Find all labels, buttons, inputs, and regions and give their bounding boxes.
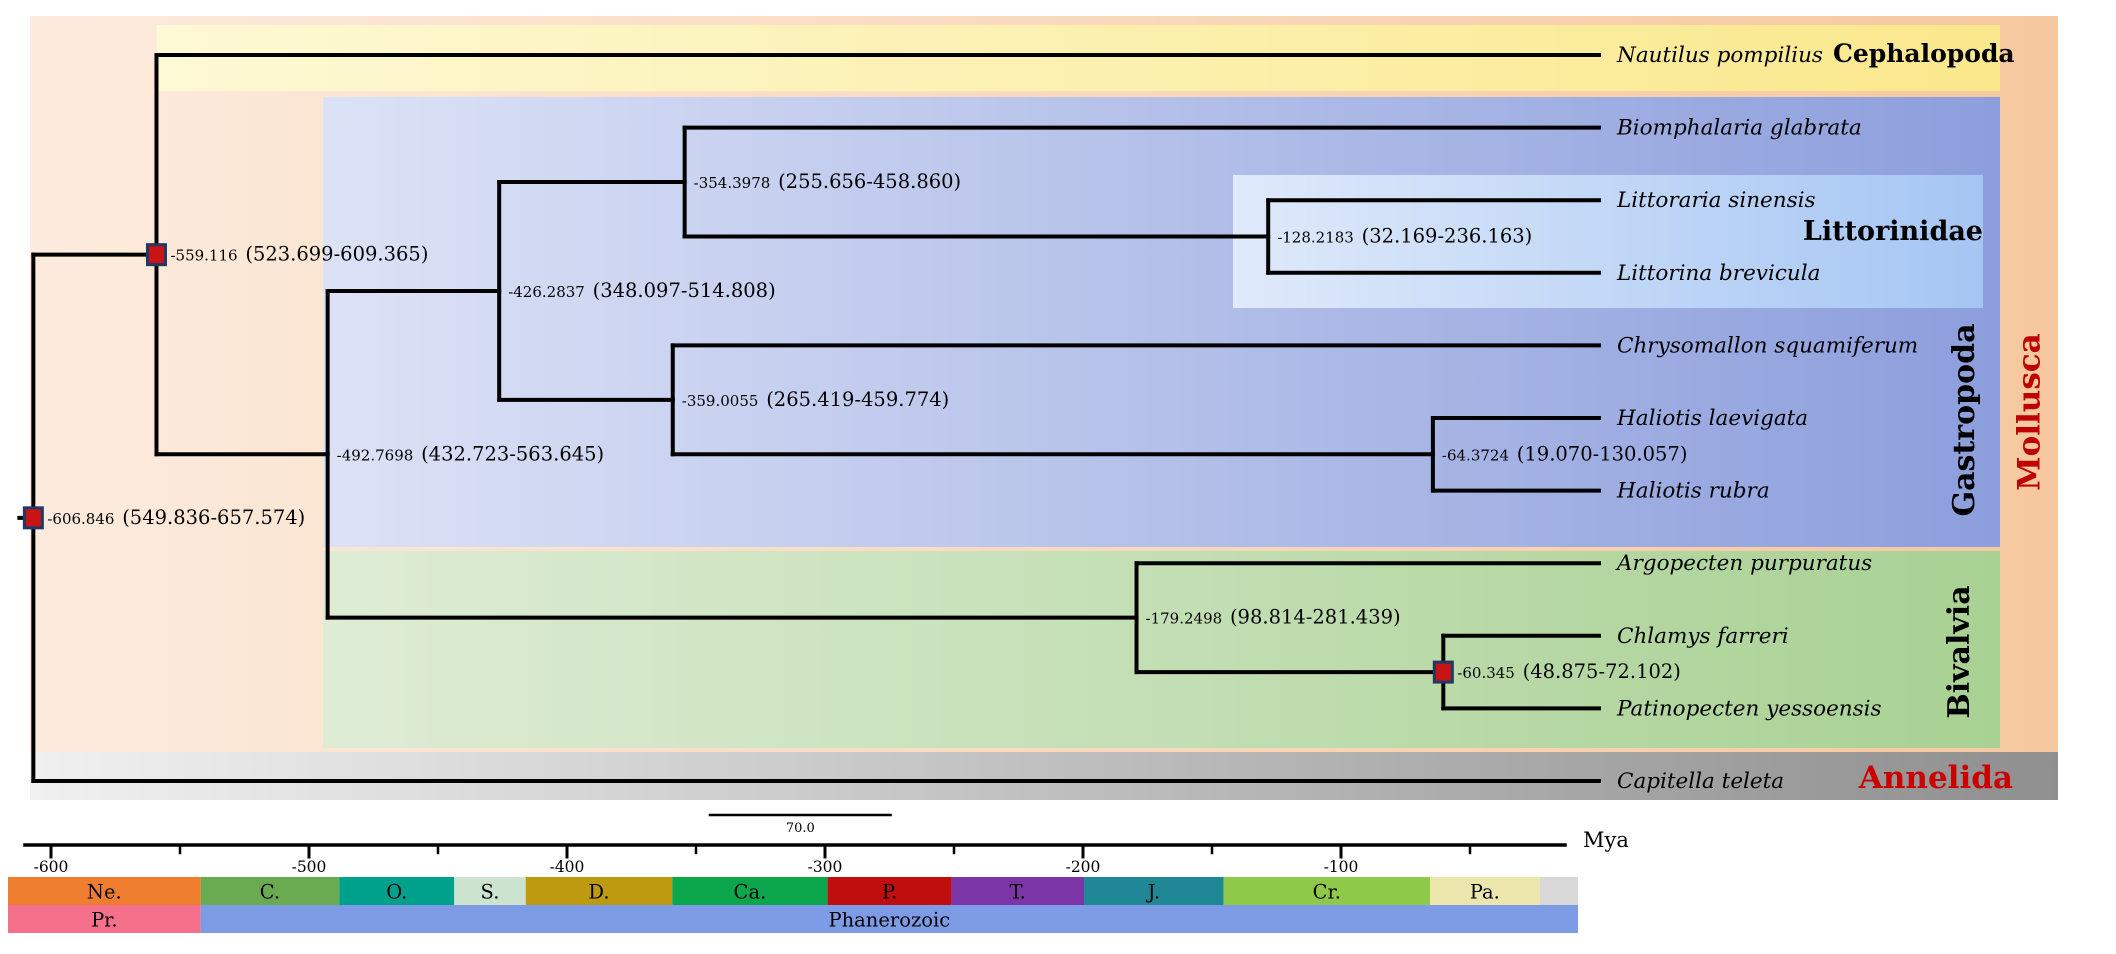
geo-band-Cr.: [1223, 877, 1431, 905]
geo-band-label: Cr.: [1313, 881, 1341, 904]
geo-band-J.: [1084, 877, 1224, 905]
scale-bar-label: 70.0: [786, 821, 815, 836]
littorinidae-label: Littorinidae: [1802, 216, 1983, 247]
axis-tick-label: -500: [292, 858, 327, 876]
annelida-clade-box: [30, 752, 2058, 800]
axis-tick-label: -200: [1066, 858, 1101, 876]
geo-band-label: C.: [260, 881, 280, 904]
geo-band-Ne.: [8, 877, 201, 905]
geo-band-label: D.: [588, 881, 609, 904]
geo-band-label: Pr.: [91, 909, 118, 932]
geo-band-unlabeled: [1539, 877, 1578, 905]
axis-tick-label: -400: [550, 858, 585, 876]
geo-band-Ca.: [672, 877, 828, 905]
geo-band-label: T.: [1010, 881, 1026, 904]
geo-band-D.: [525, 877, 673, 905]
geo-band-O.: [339, 877, 455, 905]
cephalopoda-clade-box: [157, 25, 2000, 91]
geo-band-label: O.: [386, 881, 407, 904]
geo-band-T.: [951, 877, 1085, 905]
geo-band-label: P.: [882, 881, 897, 904]
geo-band-label: Ca.: [734, 881, 767, 904]
gastropoda-clade-box: [323, 97, 2000, 547]
axis-tick-label: -300: [808, 858, 843, 876]
geo-band-C.: [200, 877, 340, 905]
bivalvia-label: Bivalvia: [1942, 585, 1977, 719]
bivalvia-clade-box: [323, 551, 2000, 748]
geo-band-label: Phanerozoic: [828, 909, 950, 932]
gastropoda-label: Gastropoda: [1947, 323, 1982, 517]
geo-band-S.: [454, 877, 526, 905]
geo-band-label: S.: [481, 881, 500, 904]
mollusca-label: Mollusca: [2011, 333, 2048, 491]
littorinidae-clade-box: [1233, 175, 1983, 308]
geo-band-Pr.: [8, 905, 201, 933]
geo-band-label: Ne.: [87, 881, 122, 904]
geo-band-label: Pa.: [1470, 881, 1500, 904]
axis-tick-label: -100: [1324, 858, 1359, 876]
axis-tick-label: -600: [34, 858, 69, 876]
annelida-label: Annelida: [1858, 760, 2013, 796]
geo-band-P.: [827, 877, 952, 905]
geo-band-label: J.: [1146, 881, 1161, 904]
geo-band-Pa.: [1430, 877, 1540, 905]
geo-band-Phanerozoic: [200, 905, 1578, 933]
time-axis-unit-label: Mya: [1583, 828, 1629, 852]
